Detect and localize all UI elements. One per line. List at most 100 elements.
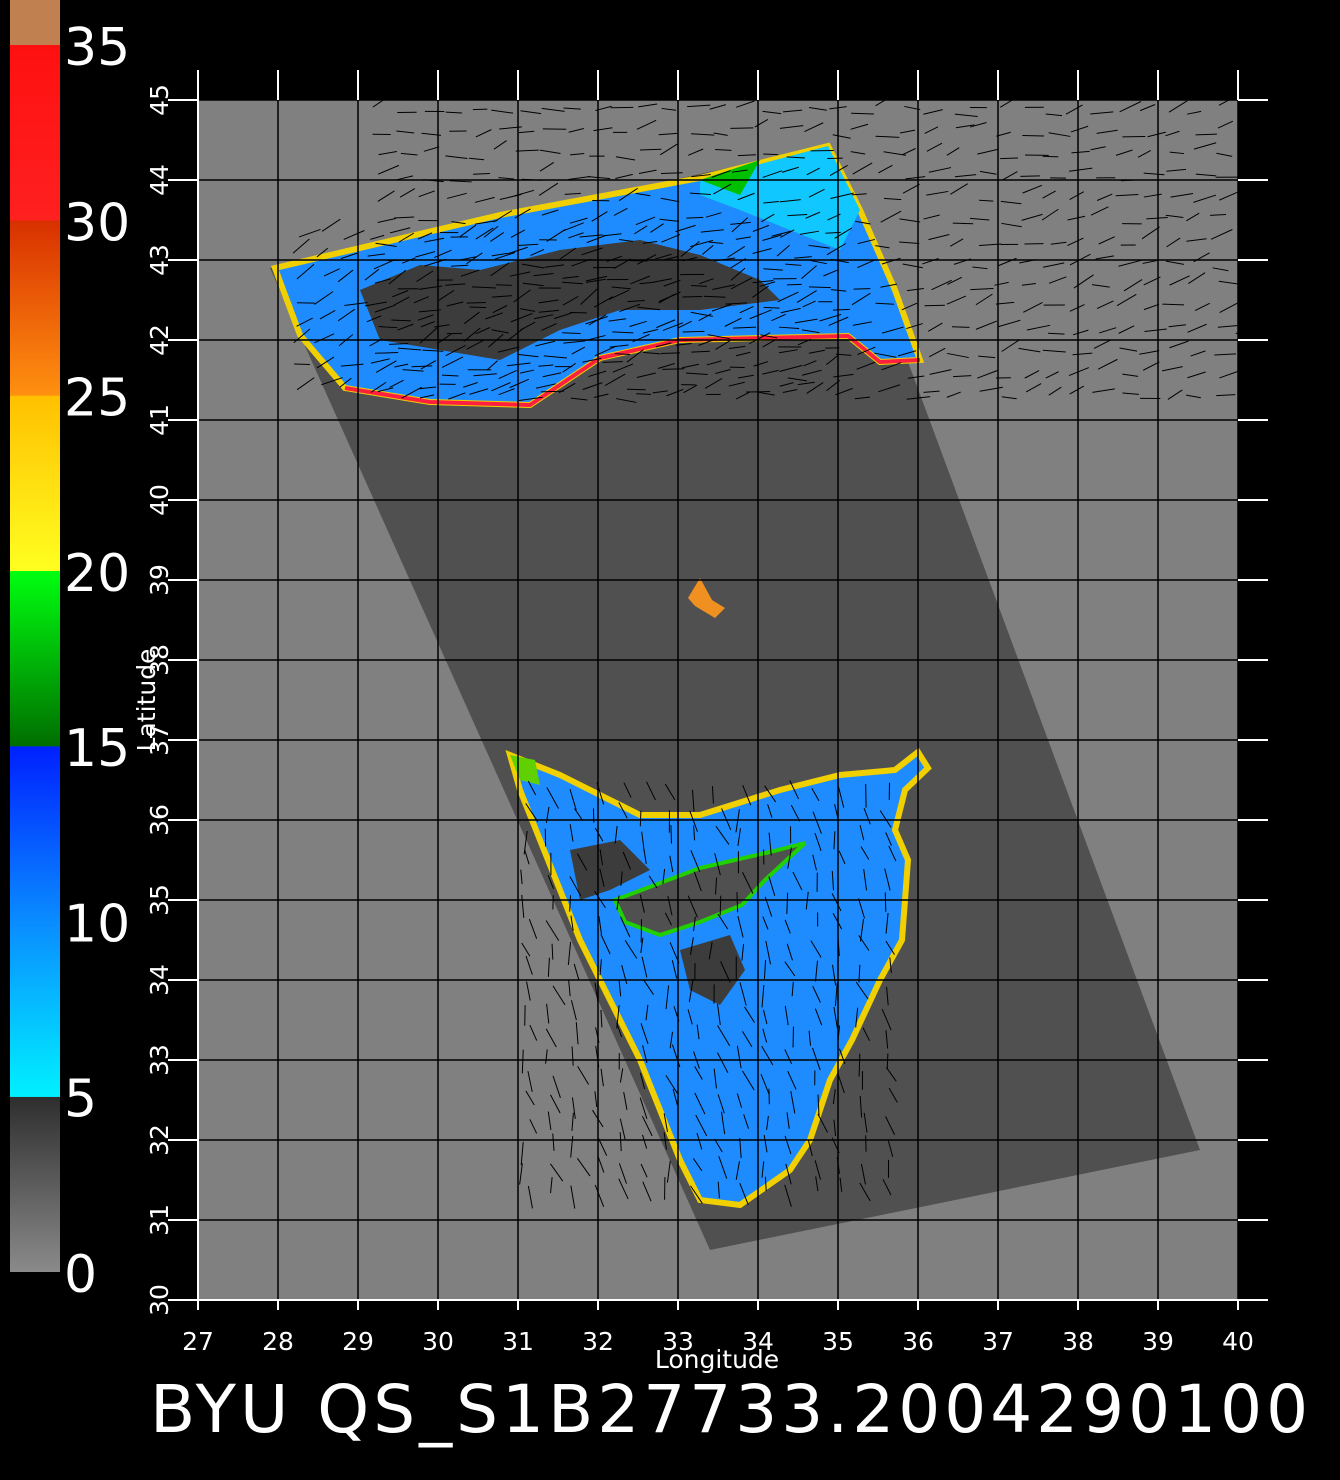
wind-vector (1187, 323, 1207, 333)
wind-vector (661, 107, 677, 111)
wind-vector (475, 227, 494, 240)
wind-vector (599, 959, 602, 976)
wind-vector (850, 123, 869, 130)
wind-vector (814, 1008, 823, 1026)
wind-vector (1186, 212, 1200, 222)
wind-vector (664, 783, 676, 801)
wind-vector (521, 942, 531, 957)
wind-vector (762, 234, 782, 242)
wind-vector (685, 372, 708, 376)
wind-vector (705, 212, 722, 218)
wind-vector (1065, 104, 1083, 115)
wind-vector (782, 388, 798, 394)
wind-vector (717, 1003, 721, 1026)
wind-vector (762, 369, 779, 375)
y-tick-label: 32 (145, 1124, 174, 1156)
wind-vector (616, 1022, 623, 1038)
wind-vector (582, 382, 603, 390)
wind-vector (547, 1111, 552, 1130)
wind-vector (569, 789, 577, 811)
wind-vector (856, 361, 876, 370)
wind-vector (568, 979, 571, 997)
wind-vector (614, 353, 631, 355)
wind-vector (763, 201, 779, 204)
wind-vector (712, 284, 736, 290)
wind-vector (764, 1176, 767, 1192)
wind-vector (752, 279, 774, 284)
wind-vector (552, 1075, 561, 1099)
wind-vector (833, 1006, 838, 1029)
wind-vector (704, 378, 723, 389)
wind-vector (671, 960, 678, 979)
wind-vector (732, 169, 748, 173)
wind-vector (720, 961, 731, 983)
wind-vector (1116, 293, 1137, 307)
wind-vector (952, 222, 974, 225)
wind-vector (608, 289, 630, 301)
x-tick-label: 32 (582, 1327, 614, 1356)
wind-vector (296, 317, 313, 327)
wind-vector (1170, 192, 1194, 198)
wind-vector (433, 249, 452, 259)
wind-vector (527, 1185, 533, 1209)
wind-vector (665, 1075, 679, 1095)
wind-vector (569, 895, 572, 912)
wind-vector (491, 109, 514, 114)
wind-vector (550, 1163, 564, 1182)
wind-vector (597, 1155, 605, 1173)
wind-vector (1188, 272, 1206, 284)
wind-vector (761, 984, 765, 1008)
wind-vector (1072, 329, 1089, 336)
wind-vector (541, 107, 565, 112)
wind-vector (521, 894, 525, 918)
wind-vector (519, 369, 535, 374)
x-axis-label: Longitude (655, 1345, 779, 1374)
wind-vector (545, 1049, 548, 1064)
wind-vector (703, 295, 726, 298)
wind-vector (735, 236, 751, 240)
x-tick-label: 35 (822, 1327, 854, 1356)
wind-vector (492, 305, 508, 314)
wind-vector (924, 126, 939, 134)
wind-vector (882, 1179, 892, 1196)
wind-vector (321, 377, 343, 386)
wind-vector (946, 391, 961, 398)
wind-vector (570, 1185, 576, 1209)
wind-vector (832, 308, 851, 311)
wind-vector (1048, 276, 1067, 284)
wind-vector (880, 210, 902, 223)
wind-vector (618, 187, 638, 202)
wind-vector (389, 379, 404, 388)
wind-vector (374, 304, 396, 313)
wind-vector (955, 124, 975, 129)
wind-vector (1146, 216, 1168, 220)
wind-vector (573, 963, 580, 981)
wind-vector (552, 1133, 555, 1151)
wind-vector (742, 1070, 755, 1091)
wind-vector (392, 290, 409, 298)
wind-vector (837, 786, 845, 808)
wind-vector (662, 368, 685, 370)
wind-vector (377, 387, 394, 393)
wind-vector (1210, 213, 1227, 216)
wind-vector (562, 295, 579, 306)
wind-vector (659, 143, 678, 156)
wind-vector (339, 377, 352, 388)
wind-vector (522, 282, 544, 287)
wind-vector (635, 192, 651, 197)
wind-vector (533, 272, 554, 277)
wind-vector (1002, 171, 1018, 181)
wind-vector (1095, 255, 1115, 260)
wind-vector (547, 957, 550, 977)
wind-vector (783, 109, 803, 113)
wind-vector (739, 1137, 742, 1159)
wind-vector (691, 174, 711, 178)
wind-vector (1162, 303, 1185, 306)
wind-vector (768, 832, 772, 856)
wind-vector (838, 850, 846, 865)
wind-vector (486, 360, 498, 371)
wind-vector (763, 268, 783, 271)
wind-vector (1071, 150, 1090, 154)
wind-vector (298, 228, 321, 238)
wind-vector (951, 326, 970, 328)
